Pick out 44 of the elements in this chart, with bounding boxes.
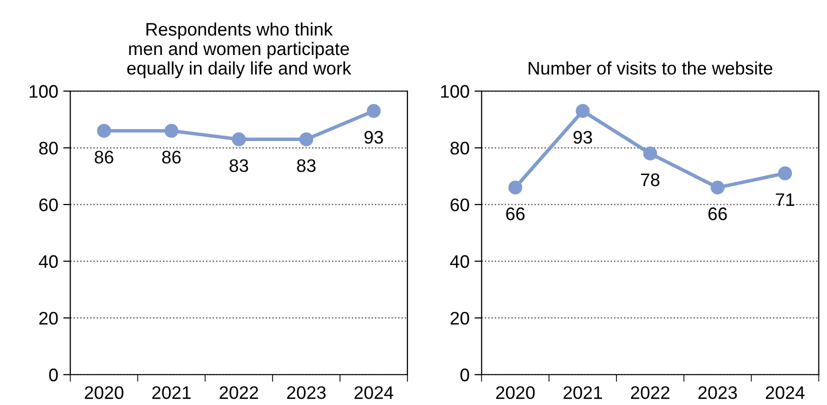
- x-tick-label: 2021: [564, 386, 602, 399]
- point: [643, 146, 658, 160]
- x-tick-label: 2022: [220, 386, 258, 399]
- y-tick-label: 0: [49, 368, 58, 382]
- data-label: 66: [708, 207, 727, 220]
- data-label: 83: [297, 159, 316, 172]
- x-tick-label: 2022: [630, 386, 670, 399]
- point: [164, 124, 178, 138]
- point: [232, 132, 246, 146]
- y-tick-label: 0: [460, 368, 470, 382]
- data-label: 86: [94, 150, 114, 164]
- x-tick-label: 2021: [152, 386, 191, 399]
- y-tick-label: 100: [30, 85, 58, 98]
- y-tick-label: 40: [450, 255, 470, 268]
- x-tick-label: 2020: [496, 386, 535, 399]
- point: [576, 104, 590, 118]
- data-label: 93: [574, 130, 592, 144]
- y-tick-label: 20: [39, 312, 58, 325]
- point: [97, 124, 111, 138]
- data-label: 86: [162, 150, 181, 164]
- data-label: 78: [641, 173, 660, 186]
- y-tick-label: 60: [39, 198, 58, 212]
- point: [299, 132, 314, 146]
- data-label: 71: [776, 193, 794, 206]
- y-tick-label: 80: [450, 142, 470, 155]
- data-label: 93: [364, 130, 383, 144]
- y-tick-label: 60: [450, 198, 470, 212]
- x-tick-label: 2023: [698, 386, 737, 399]
- point: [710, 180, 725, 194]
- point: [366, 104, 381, 118]
- point: [508, 180, 522, 194]
- x-tick-label: 2024: [354, 386, 394, 399]
- x-tick-label: 2020: [84, 386, 124, 399]
- y-tick-label: 100: [441, 85, 470, 98]
- y-tick-label: 80: [39, 142, 58, 155]
- data-label: 83: [230, 159, 248, 172]
- y-tick-label: 40: [38, 255, 58, 268]
- x-tick-label: 2024: [766, 386, 805, 399]
- y-tick-label: 20: [450, 312, 470, 325]
- point: [778, 166, 792, 180]
- data-label: 66: [506, 207, 525, 220]
- chart-title: Respondents who think men and women participate equally in daily life and work: [127, 22, 352, 78]
- x-tick-label: 2023: [287, 386, 326, 399]
- chart-title: Number of visits to the website: [528, 61, 772, 75]
